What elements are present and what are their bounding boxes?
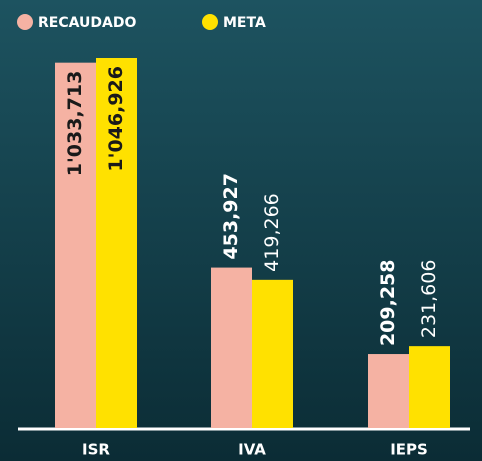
value-label: 1'033,713 <box>64 71 86 177</box>
x-tick-label: IEPS <box>390 441 428 459</box>
value-label: 231,606 <box>418 260 440 339</box>
bar <box>96 58 137 428</box>
value-label: 453,927 <box>220 173 242 260</box>
bar <box>409 346 450 428</box>
bar <box>55 62 96 429</box>
legend-swatch <box>17 14 33 30</box>
bar <box>368 354 409 428</box>
legend-label: RECAUDADO <box>38 15 136 31</box>
bar <box>252 279 293 428</box>
value-label: 419,266 <box>261 193 283 272</box>
bar <box>211 267 252 428</box>
legend-label: META <box>223 15 266 31</box>
value-label: 1'046,926 <box>105 66 127 172</box>
value-label: 209,258 <box>377 259 399 346</box>
legend-swatch <box>202 14 218 30</box>
x-tick-label: ISR <box>82 441 110 459</box>
x-tick-label: IVA <box>238 441 266 459</box>
